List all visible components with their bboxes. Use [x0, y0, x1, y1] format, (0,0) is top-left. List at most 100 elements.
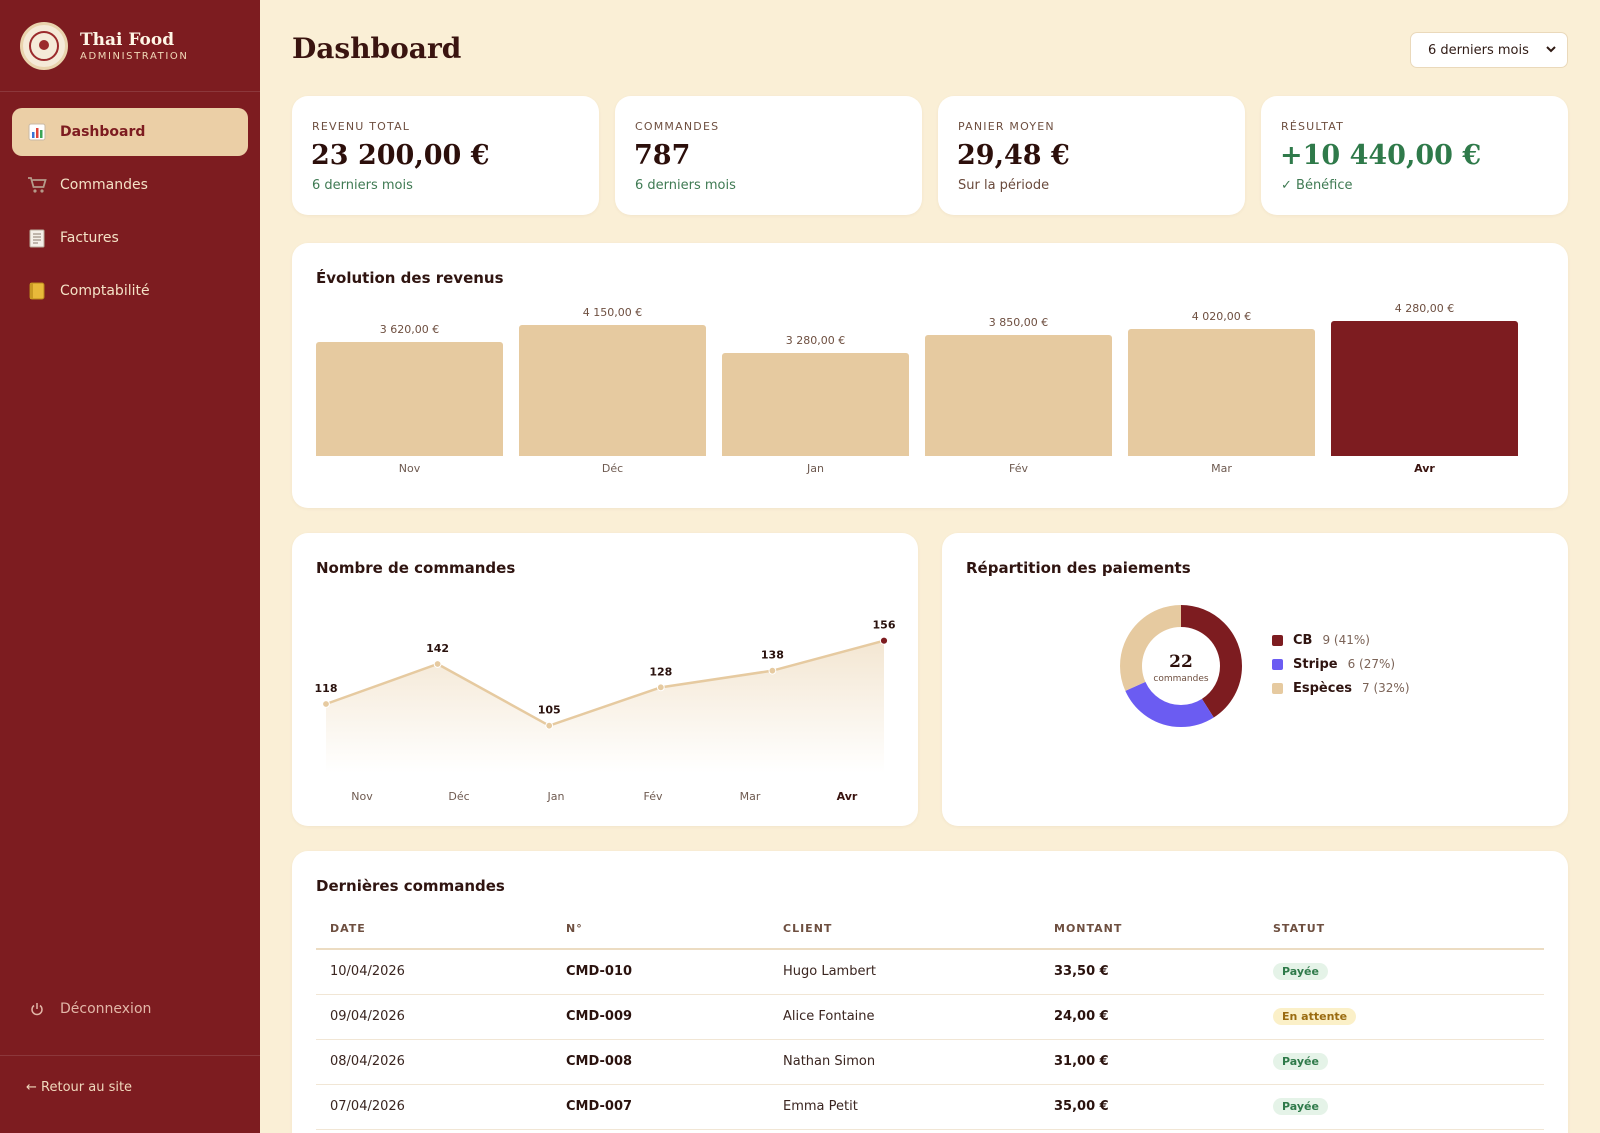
sidebar-item-comptabilite[interactable]: Comptabilité	[12, 267, 248, 315]
order-client: Emma Petit	[769, 1084, 1040, 1130]
column-header-number[interactable]: N°	[552, 909, 769, 950]
orders-point[interactable]	[768, 666, 777, 675]
divider	[0, 1055, 260, 1056]
revenue-bar[interactable]	[316, 341, 503, 456]
sidebar-item-label: Factures	[60, 230, 119, 246]
point-value-label: 118	[315, 682, 338, 695]
donut-center-value: 22	[1169, 652, 1193, 672]
orders-line	[325, 639, 885, 728]
kpi-value: 787	[634, 140, 691, 171]
power-icon	[28, 998, 46, 1020]
kpi-label: PANIER MOYEN	[958, 120, 1055, 133]
legend-item-cb: CB 9 (41%)	[1272, 628, 1410, 652]
brand[interactable]: Thai Food ADMINISTRATION	[0, 0, 260, 92]
kpi-value: 23 200,00 €	[311, 140, 490, 171]
x-tick-label: Avr	[837, 790, 858, 803]
order-amount: 24,00 €	[1040, 994, 1259, 1040]
status-badge: Payée	[1273, 1053, 1328, 1070]
payments-donut-chart: 22 commandes	[1120, 605, 1242, 727]
kpi-card-resultat: RÉSULTAT +10 440,00 € ✓ Bénéfice	[1261, 96, 1568, 215]
table-row[interactable]: 07/04/2026 CMD-007 Emma Petit 35,00 € Payée	[316, 1084, 1544, 1130]
column-header-amount[interactable]: MONTANT	[1040, 909, 1259, 950]
orders-line-chart: 118 Nov 142 Déc 105 Jan 128 Fév 138 Mar 156 Avr	[315, 619, 896, 803]
revenue-bar[interactable]	[1128, 329, 1315, 456]
legend-swatch	[1272, 658, 1283, 670]
orders-point[interactable]	[656, 683, 665, 692]
legend-value: 7 (32%)	[1362, 681, 1410, 695]
kpi-subtitle: ✓ Bénéfice	[1281, 178, 1353, 193]
column-header-client[interactable]: CLIENT	[769, 909, 1040, 950]
point-value-label: 142	[426, 642, 449, 655]
legend-name: Espèces	[1293, 680, 1353, 696]
back-to-site-link[interactable]: ← Retour au site	[26, 1080, 133, 1095]
sidebar-item-factures[interactable]: Factures	[12, 214, 248, 262]
table-row[interactable]: 08/04/2026 CMD-008 Nathan Simon 31,00 € Payé…	[316, 1039, 1544, 1085]
x-tick-label: Déc	[448, 790, 469, 803]
donut-center-label: commandes	[1153, 674, 1208, 684]
table-header-row: DATE N° CLIENT MONTANT STATUT	[316, 909, 1544, 950]
period-select[interactable]: 6 derniers mois	[1410, 32, 1568, 68]
status-badge: Payée	[1273, 963, 1328, 981]
kpi-label: RÉSULTAT	[1281, 120, 1345, 133]
bar-value-label: 3 850,00 €	[988, 315, 1049, 329]
sidebar-item-label: Commandes	[60, 177, 148, 193]
order-amount: 31,00 €	[1040, 1039, 1259, 1085]
x-tick-label: Jan	[547, 790, 565, 803]
sidebar-item-dashboard[interactable]: Dashboard	[12, 108, 248, 156]
x-tick-label: Avr	[1414, 462, 1435, 475]
point-value-label: 138	[761, 649, 784, 662]
status-badge: Payée	[1273, 1098, 1328, 1115]
chevron-down-icon	[1545, 42, 1557, 60]
orders-point[interactable]	[545, 721, 554, 730]
revenue-bar[interactable]	[925, 334, 1112, 456]
orders-point[interactable]	[433, 660, 442, 668]
logout-button[interactable]: Déconnexion	[12, 992, 248, 1026]
invoice-icon	[26, 227, 48, 249]
kpi-subtitle: 6 derniers mois	[635, 178, 736, 193]
bar-value-label: 4 150,00 €	[582, 306, 643, 320]
recent-orders-table: DATE N° CLIENT MONTANT STATUT 10/04/2026…	[316, 909, 1544, 1130]
sidebar-item-commandes[interactable]: Commandes	[12, 161, 248, 209]
donut-slice-especes[interactable]	[1120, 605, 1242, 727]
payments-chart-title: Répartition des paiements	[966, 559, 1191, 577]
kpi-label: COMMANDES	[635, 120, 720, 133]
order-number[interactable]: CMD-008	[552, 1039, 769, 1085]
x-tick-label: Nov	[351, 790, 373, 803]
column-header-status[interactable]: STATUT	[1259, 909, 1544, 950]
x-tick-label: Fév	[1008, 462, 1028, 475]
order-date: 09/04/2026	[316, 994, 552, 1040]
legend-value: 9 (41%)	[1322, 633, 1370, 647]
legend-name: Stripe	[1293, 656, 1338, 672]
sidebar: Thai Food ADMINISTRATION Dashboard Comma…	[0, 0, 260, 1133]
order-number[interactable]: CMD-009	[552, 994, 769, 1040]
order-number[interactable]: CMD-010	[552, 949, 769, 995]
x-tick-label: Nov	[398, 462, 421, 475]
bar-value-label: 4 020,00 €	[1191, 310, 1252, 324]
column-header-date[interactable]: DATE	[316, 909, 552, 950]
cart-icon	[26, 174, 48, 196]
legend-swatch	[1272, 634, 1283, 646]
bar-value-label: 3 280,00 €	[785, 333, 846, 347]
revenue-bar[interactable]	[519, 325, 706, 456]
kpi-value: 29,48 €	[957, 140, 1070, 171]
revenue-bar[interactable]	[1331, 321, 1518, 456]
point-value-label: 105	[538, 704, 561, 717]
point-value-label: 128	[649, 665, 672, 678]
kpi-card-commandes: COMMANDES 787 6 derniers mois	[615, 96, 922, 215]
legend-name: CB	[1293, 632, 1313, 648]
restaurant-logo	[20, 21, 68, 70]
table-row[interactable]: 09/04/2026 CMD-009 Alice Fontaine 24,00 € En…	[316, 994, 1544, 1040]
donut-slice-stripe[interactable]	[1120, 605, 1242, 727]
orders-point[interactable]	[322, 700, 330, 708]
status-badge: En attente	[1273, 1008, 1357, 1025]
orders-point[interactable]	[879, 636, 889, 645]
table-row[interactable]: 10/04/2026 CMD-010 Hugo Lambert 33,50 € Payé…	[316, 949, 1544, 995]
order-date: 07/04/2026	[316, 1084, 552, 1130]
brand-subtitle: ADMINISTRATION	[80, 50, 189, 62]
order-number[interactable]: CMD-007	[552, 1084, 769, 1130]
revenue-bar[interactable]	[722, 352, 909, 456]
brand-title: Thai Food	[80, 29, 175, 50]
x-tick-label: Mar	[1211, 462, 1232, 475]
recent-orders-title: Dernières commandes	[316, 877, 505, 895]
order-client: Hugo Lambert	[769, 949, 1040, 995]
